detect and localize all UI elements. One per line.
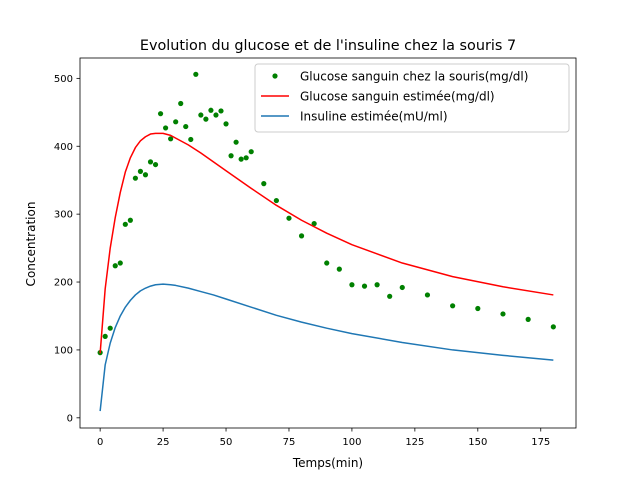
data-point-glucose-measured: [500, 311, 506, 317]
data-point-glucose-measured: [173, 119, 179, 125]
y-tick-label: 400: [54, 142, 73, 153]
data-point-glucose-measured: [399, 284, 405, 291]
x-axis-label: Temps(min): [292, 456, 363, 470]
legend-swatch: [272, 73, 278, 79]
y-tick-label: 0: [67, 413, 73, 424]
data-point-glucose-measured: [127, 217, 133, 223]
data-point-glucose-measured: [233, 139, 239, 145]
axes-frame: [79, 57, 577, 429]
data-point-glucose-measured: [107, 325, 113, 331]
data-point-glucose-measured: [387, 293, 393, 299]
data-point-glucose-measured: [273, 197, 279, 204]
plot-area: 0 25 50 75 100 125 150 175 0 100 200 300 400 500: [54, 57, 577, 448]
data-point-glucose-measured: [349, 282, 355, 288]
x-tick-label: 125: [405, 437, 424, 448]
x-tick-label: 50: [220, 437, 233, 448]
series-line-glucose-estimated: [99, 132, 554, 354]
data-point-glucose-measured: [152, 161, 159, 168]
x-tick-label: 175: [531, 437, 550, 448]
legend-box: [254, 63, 570, 133]
x-tick-label: 75: [283, 437, 296, 448]
x-tick-label: 25: [157, 437, 170, 448]
data-point-glucose-measured: [213, 112, 219, 118]
data-point-glucose-measured: [178, 100, 184, 107]
data-point-glucose-measured: [157, 111, 164, 117]
y-tick-label: 100: [54, 346, 73, 357]
data-point-glucose-measured: [137, 168, 144, 174]
data-point-glucose-measured: [475, 305, 481, 312]
legend-entry-label: Glucose sanguin estimée(mg/dl): [300, 89, 495, 103]
data-point-glucose-measured: [298, 233, 305, 239]
data-point-glucose-measured: [102, 333, 108, 339]
data-point-glucose-measured: [188, 136, 194, 143]
data-point-glucose-measured: [361, 283, 368, 289]
data-point-glucose-measured: [525, 316, 531, 322]
data-point-glucose-measured: [183, 123, 189, 130]
data-point-glucose-measured: [223, 121, 229, 127]
data-point-glucose-measured: [550, 324, 556, 330]
y-tick-label: 300: [54, 210, 73, 221]
data-point-glucose-measured: [163, 125, 169, 131]
data-point-glucose-measured: [203, 116, 209, 122]
data-point-glucose-measured: [374, 282, 380, 288]
x-tick-label: 150: [468, 437, 487, 448]
legend-entry-label: Glucose sanguin chez la souris(mg/dl): [300, 69, 528, 83]
data-point-glucose-measured: [286, 215, 292, 221]
series-line-insulin-estimated: [99, 283, 554, 412]
data-point-glucose-measured: [147, 159, 154, 165]
data-point-glucose-measured: [336, 266, 342, 272]
data-point-glucose-measured: [168, 136, 174, 142]
data-point-glucose-measured: [311, 221, 317, 227]
data-point-glucose-measured: [198, 112, 204, 118]
data-point-glucose-measured: [243, 155, 249, 161]
data-point-glucose-measured: [112, 263, 118, 269]
data-point-glucose-measured: [248, 149, 254, 155]
data-point-glucose-measured: [132, 175, 138, 181]
legend: Glucose sanguin chez la souris(mg/dl) Glu…: [254, 63, 570, 133]
data-point-glucose-measured: [238, 156, 244, 162]
data-point-glucose-measured: [424, 292, 431, 298]
data-point-glucose-measured: [450, 303, 456, 309]
data-point-glucose-measured: [142, 172, 149, 178]
legend-entry-label: Insuline estimée(mU/ml): [300, 109, 448, 123]
y-tick-label: 200: [54, 278, 73, 289]
data-point-glucose-measured: [193, 71, 199, 77]
chart-title: Evolution du glucose et de l'insuline ch…: [140, 38, 516, 54]
data-point-glucose-measured: [228, 153, 234, 159]
y-tick-label: 500: [54, 74, 73, 85]
data-point-glucose-measured: [218, 108, 224, 114]
x-tick-label: 0: [97, 437, 103, 448]
data-point-glucose-measured: [122, 221, 128, 227]
y-axis-label: Concentration: [24, 202, 38, 287]
x-tick-label: 100: [342, 437, 361, 448]
data-point-glucose-measured: [324, 260, 330, 266]
data-point-glucose-measured: [261, 181, 267, 187]
data-point-glucose-measured: [117, 260, 123, 266]
data-point-glucose-measured: [208, 107, 214, 113]
